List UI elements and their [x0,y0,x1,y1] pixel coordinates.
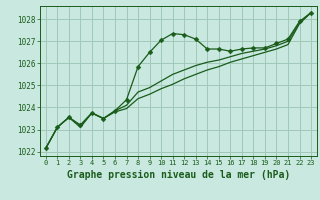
X-axis label: Graphe pression niveau de la mer (hPa): Graphe pression niveau de la mer (hPa) [67,170,290,180]
